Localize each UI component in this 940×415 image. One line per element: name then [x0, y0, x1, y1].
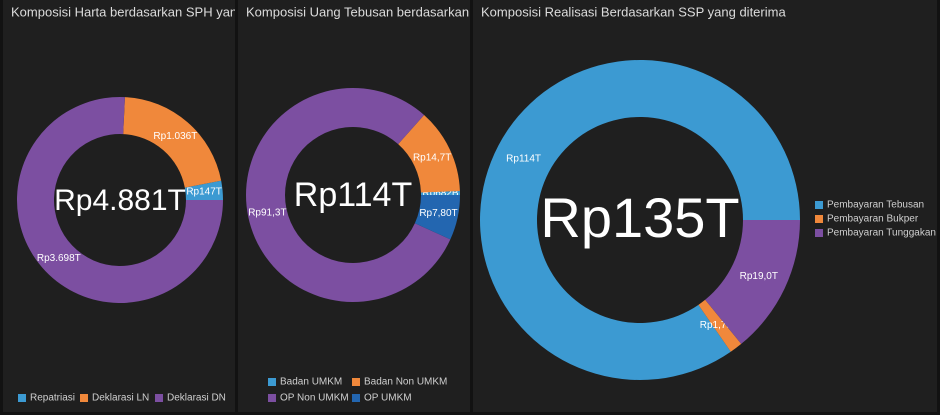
- panel: Komposisi Uang Tebusan berdasarkan Wajib…: [238, 0, 541, 412]
- data-label: Rp147T: [186, 187, 222, 198]
- data-label: Rp114T: [506, 153, 541, 164]
- legend-label: Deklarasi DN: [167, 393, 226, 404]
- donut-slice: [698, 299, 742, 352]
- legend-marker: [268, 378, 276, 386]
- data-label: Rp7,80T: [419, 208, 457, 219]
- data-label: Rp19,0T: [740, 271, 778, 282]
- legend-label: Repatriasi: [30, 393, 75, 404]
- legend-label: Badan UMKM: [280, 377, 342, 388]
- donut-slice: [398, 115, 460, 193]
- legend-label: Pembayaran Bukper: [827, 214, 919, 225]
- legend-marker: [268, 394, 276, 402]
- legend-marker: [352, 378, 360, 386]
- data-label: Rp1.036T: [153, 131, 197, 142]
- donut-slice: [17, 97, 224, 303]
- legend-label: Pembayaran Tebusan: [827, 200, 924, 211]
- center-label: Rp114T: [294, 176, 412, 214]
- legend-marker: [18, 394, 26, 402]
- donut-slice: [414, 195, 460, 240]
- legend-label: OP Non UMKM: [280, 393, 349, 404]
- data-label: Rp3.698T: [37, 253, 81, 264]
- panel-title: Komposisi Realisasi Berdasarkan SSP yang…: [481, 4, 786, 19]
- data-label: Rp1,75T: [700, 320, 738, 331]
- donut-slice: [123, 97, 222, 188]
- legend-label: Deklarasi LN: [92, 393, 149, 404]
- legend-marker: [815, 215, 823, 223]
- donut-slice: [184, 180, 223, 200]
- legend-marker: [80, 394, 88, 402]
- legend-marker: [352, 394, 360, 402]
- legend-marker: [815, 201, 823, 209]
- legend-marker: [155, 394, 163, 402]
- center-label: Rp4.881T: [54, 184, 186, 217]
- panel-title: Komposisi Harta berdasarkan SPH yang diu…: [11, 4, 301, 19]
- legend-marker: [815, 229, 823, 237]
- data-label: Rp91,3T: [248, 208, 286, 219]
- panel: Komposisi Harta berdasarkan SPH yang diu…: [3, 0, 301, 412]
- data-label: Rp14,7T: [413, 152, 451, 163]
- data-label: Rp682B: [422, 188, 458, 199]
- legend-label: Pembayaran Tunggakan: [827, 228, 936, 239]
- donut-slice: [479, 60, 800, 381]
- donut-slice: [246, 88, 451, 302]
- center-label: Rp135T: [540, 186, 739, 249]
- legend-label: Badan Non UMKM: [364, 377, 447, 388]
- donut-slice: [705, 220, 800, 344]
- donut-slice: [420, 190, 460, 195]
- legend-label: OP UMKM: [364, 393, 412, 404]
- panel-title: Komposisi Uang Tebusan berdasarkan Wajib…: [246, 4, 541, 19]
- panel: Komposisi Realisasi Berdasarkan SSP yang…: [473, 0, 937, 412]
